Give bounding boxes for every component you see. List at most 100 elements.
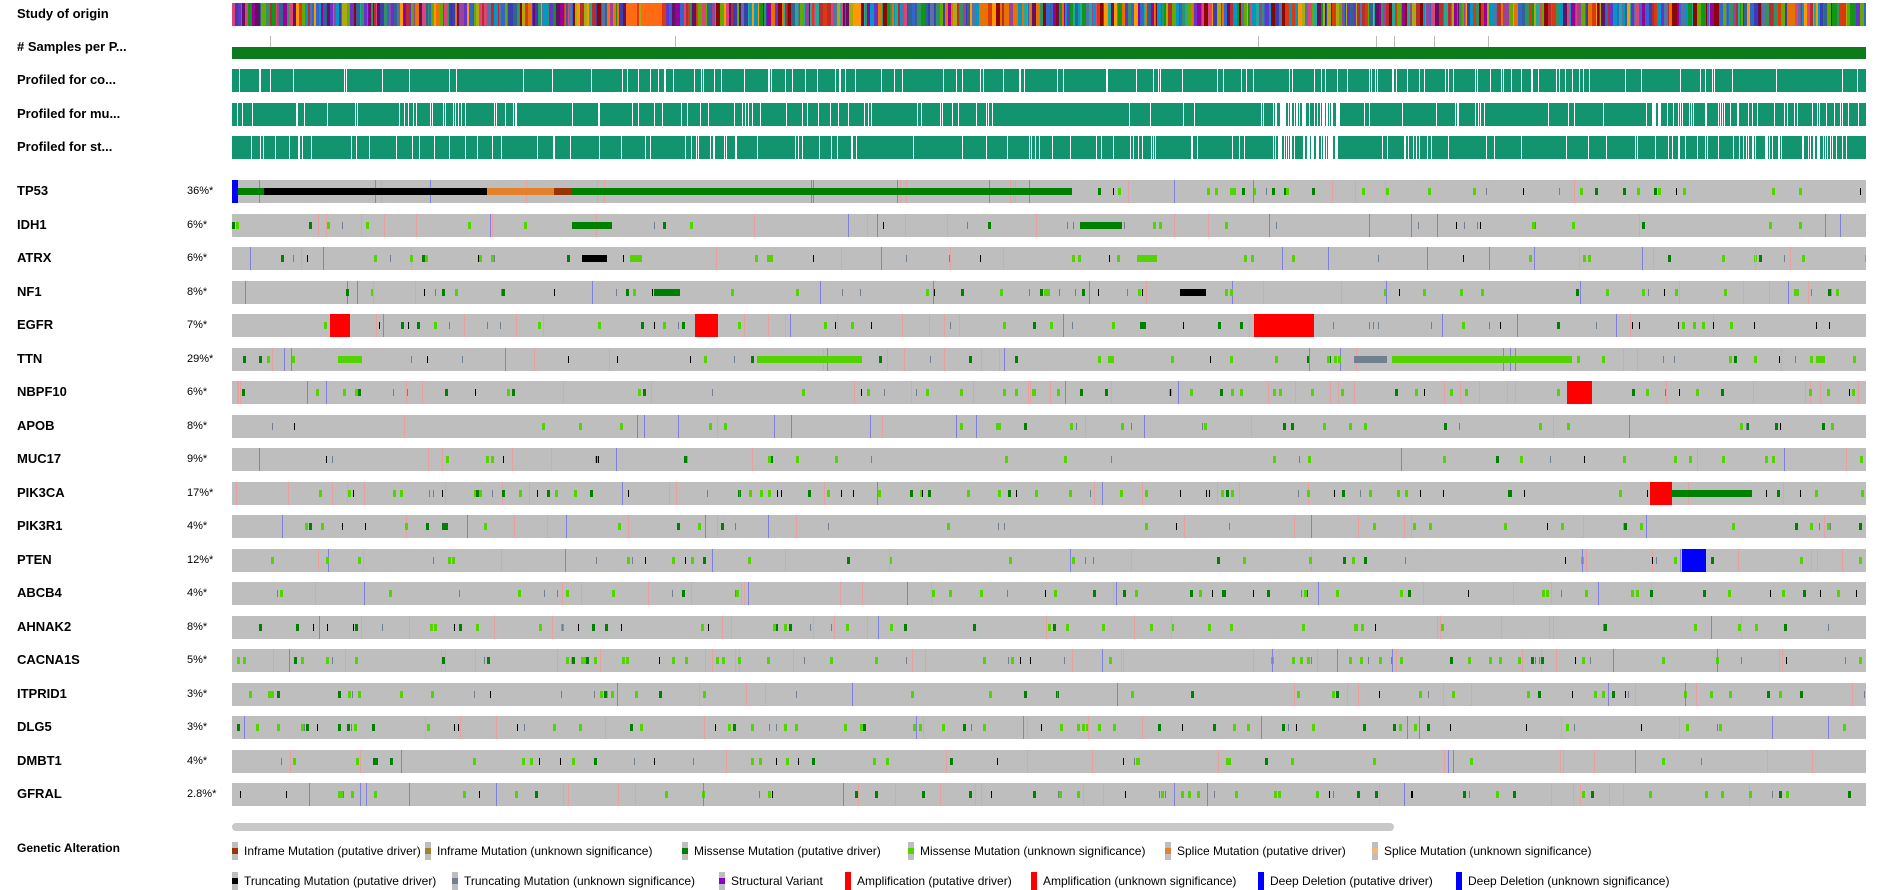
gene-label-cacna1s[interactable]: CACNA1S	[17, 652, 80, 667]
not-profiled-gap	[1217, 69, 1218, 92]
study-of-origin-track[interactable]	[232, 3, 1866, 26]
gene-label-nf1[interactable]: NF1	[17, 284, 42, 299]
alteration-mark	[835, 322, 836, 329]
samples-per-patient-track[interactable]	[232, 36, 1866, 59]
alteration-mark	[1170, 389, 1171, 396]
alteration-mark	[1629, 415, 1630, 438]
alteration-mark	[1777, 490, 1780, 497]
alteration-mark	[501, 549, 502, 572]
not-profiled-gap	[1336, 103, 1337, 126]
alteration-mark	[1710, 691, 1713, 698]
gene-label-atrx[interactable]: ATRX	[17, 250, 52, 265]
study-stripe	[810, 3, 811, 26]
clinical-label-sv[interactable]: Profiled for st...	[17, 139, 113, 154]
gene-track-dmbt1[interactable]	[232, 750, 1866, 773]
alteration-mark	[579, 724, 582, 731]
alteration-mark	[1535, 657, 1536, 664]
gene-label-pten[interactable]: PTEN	[17, 552, 52, 567]
alteration-mark	[1721, 389, 1724, 396]
gene-label-gfral[interactable]: GFRAL	[17, 786, 62, 801]
alteration-mark	[1585, 590, 1588, 597]
gene-label-pik3r1[interactable]: PIK3R1	[17, 518, 63, 533]
gene-track-apob[interactable]	[232, 415, 1866, 438]
study-stripe	[874, 3, 878, 26]
gene-track-ttn[interactable]	[232, 348, 1866, 371]
alteration-mark	[605, 624, 608, 631]
gene-label-ahnak2[interactable]: AHNAK2	[17, 619, 72, 634]
study-stripe	[1222, 3, 1224, 26]
gene-track-pten[interactable]	[232, 549, 1866, 572]
gene-track-nbpf10[interactable]	[232, 381, 1866, 404]
study-stripe	[1639, 3, 1642, 26]
gene-track-ahnak2[interactable]	[232, 616, 1866, 639]
not-profiled-gap	[1787, 103, 1788, 126]
not-profiled-gap	[868, 103, 869, 126]
study-stripe	[602, 3, 605, 26]
gene-label-apob[interactable]: APOB	[17, 418, 55, 433]
gene-label-tp53[interactable]: TP53	[17, 183, 49, 198]
gene-track-abcb4[interactable]	[232, 582, 1866, 605]
not-profiled-gap	[1136, 69, 1137, 92]
study-stripe	[953, 3, 957, 26]
profiled-mutation-track[interactable]	[232, 103, 1866, 126]
clinical-label-cna[interactable]: Profiled for co...	[17, 72, 116, 87]
gene-track-tp53[interactable]	[232, 180, 1866, 203]
alteration-mark	[1334, 356, 1337, 363]
clinical-label-samples[interactable]: # Samples per P...	[17, 39, 127, 54]
gene-track-pik3r1[interactable]	[232, 515, 1866, 538]
alteration-mark	[752, 448, 753, 471]
study-stripe	[845, 3, 846, 26]
study-stripe	[1617, 3, 1619, 26]
not-profiled-gap	[1501, 69, 1502, 92]
gene-label-egfr[interactable]: EGFR	[17, 317, 54, 332]
alteration-mark	[434, 322, 437, 329]
gene-label-nbpf10[interactable]: NBPF10	[17, 384, 67, 399]
gene-track-idh1[interactable]	[232, 214, 1866, 237]
not-profiled-gap	[515, 103, 516, 126]
alteration-mark	[348, 691, 351, 698]
study-stripe	[361, 3, 364, 26]
gene-label-muc17[interactable]: MUC17	[17, 451, 62, 466]
gene-track-egfr[interactable]	[232, 314, 1866, 337]
gene-track-atrx[interactable]	[232, 247, 1866, 270]
gene-label-abcb4[interactable]: ABCB4	[17, 585, 62, 600]
gene-label-idh1[interactable]: IDH1	[17, 217, 47, 232]
alteration-mark	[1411, 214, 1412, 237]
gene-label-dmbt1[interactable]: DMBT1	[17, 753, 62, 768]
profiled-cna-track[interactable]	[232, 69, 1866, 92]
legend-label: Truncating Mutation (unknown significanc…	[464, 874, 696, 888]
gene-track-dlg5[interactable]	[232, 716, 1866, 739]
clinical-label-mut[interactable]: Profiled for mu...	[17, 106, 121, 121]
alteration-mark	[754, 214, 755, 237]
gene-label-dlg5[interactable]: DLG5	[17, 719, 52, 734]
study-stripe	[1357, 3, 1360, 26]
study-stripe	[1622, 3, 1624, 26]
clinical-label-study[interactable]: Study of origin	[17, 6, 109, 21]
study-stripe	[1224, 3, 1227, 26]
profiled-sv-track[interactable]	[232, 136, 1866, 159]
gene-label-itprid1[interactable]: ITPRID1	[17, 686, 67, 701]
horizontal-scrollbar[interactable]	[232, 823, 1394, 831]
not-profiled-gap	[768, 69, 769, 92]
alteration-mark	[976, 415, 977, 438]
gene-track-nf1[interactable]	[232, 281, 1866, 304]
study-stripe	[1182, 3, 1185, 26]
gene-track-pik3ca[interactable]	[232, 482, 1866, 505]
gene-track-itprid1[interactable]	[232, 683, 1866, 706]
not-profiled-gap	[902, 69, 903, 92]
gene-track-gfral[interactable]	[232, 783, 1866, 806]
gene-track-muc17[interactable]	[232, 448, 1866, 471]
gene-label-pik3ca[interactable]: PIK3CA	[17, 485, 65, 500]
not-profiled-gap	[1052, 136, 1053, 159]
alteration-mark	[1222, 590, 1225, 597]
legend-item: Truncating Mutation (putative driver)	[232, 872, 436, 890]
alteration-mark	[1754, 356, 1757, 363]
gene-label-ttn[interactable]: TTN	[17, 351, 43, 366]
gene-track-cacna1s[interactable]	[232, 649, 1866, 672]
alteration-mark	[920, 490, 923, 497]
alteration-mark	[617, 683, 618, 706]
study-stripe	[666, 3, 669, 26]
alteration-mark	[1207, 783, 1208, 806]
alteration-mark	[947, 523, 950, 530]
alteration-mark	[1165, 791, 1166, 798]
